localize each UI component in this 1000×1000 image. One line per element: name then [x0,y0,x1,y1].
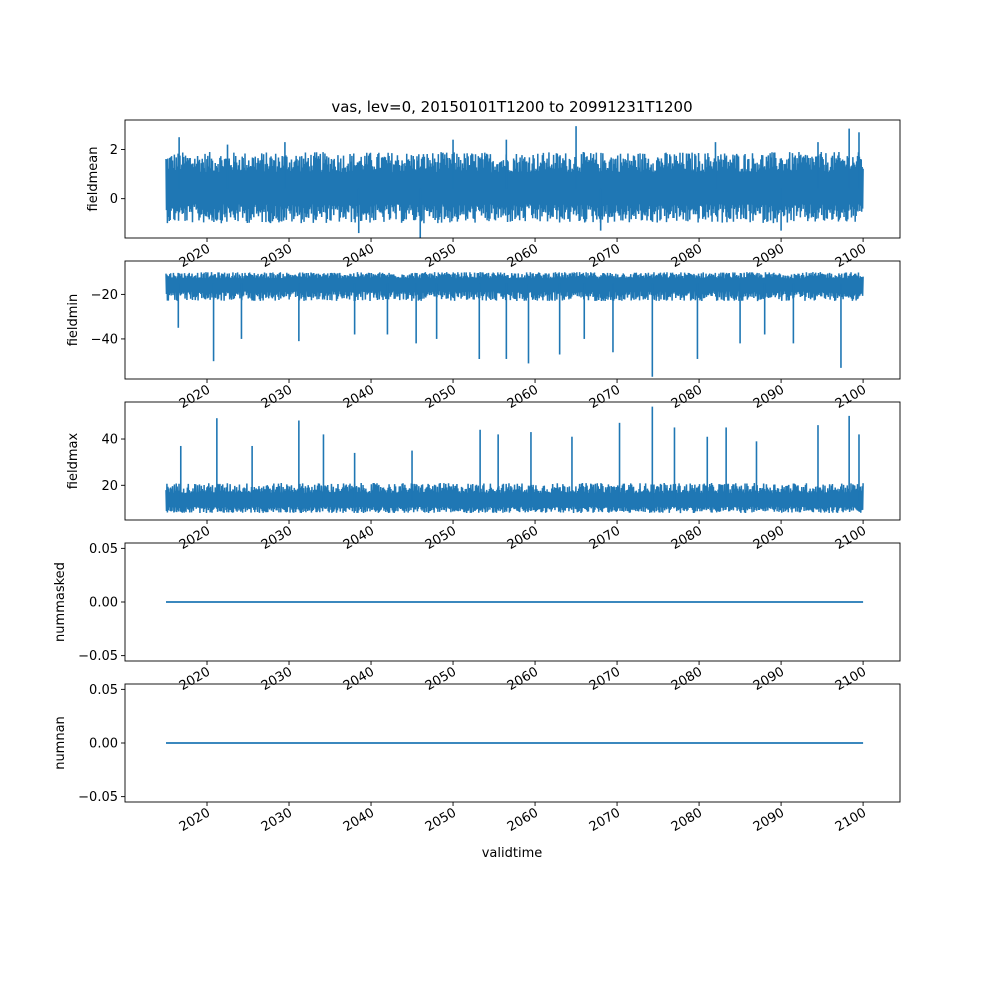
y-tick-label: 0.00 [89,737,118,752]
axes-frame [124,260,901,380]
figure-title: vas, lev=0, 20150101T1200 to 20991231T12… [331,98,692,116]
y-tick-label: 40 [101,433,118,448]
y-tick-label: 2 [110,143,118,158]
y-axis-label: nummasked [53,562,68,642]
y-tick-label: 0.05 [89,683,118,698]
y-tick-label: −0.05 [78,790,118,805]
y-tick-label: 0.00 [89,596,118,611]
y-axis-label: fieldmean [86,147,101,212]
y-tick-label: −40 [91,332,118,347]
y-tick-label: 20 [101,479,118,494]
axes-frame [124,401,901,521]
y-tick-label: 0 [110,192,118,207]
y-axis-label: fieldmax [66,433,81,490]
y-tick-label: 0.05 [89,542,118,557]
y-tick-label: −0.05 [78,649,118,664]
series-line [165,272,864,302]
x-axis-label: validtime [482,846,543,861]
y-axis-label: numnan [53,716,68,770]
series-line [165,151,864,224]
y-axis-label: fieldmin [66,294,81,347]
series-line [165,482,864,514]
y-tick-label: −20 [91,288,118,303]
axes-frame [124,119,901,239]
